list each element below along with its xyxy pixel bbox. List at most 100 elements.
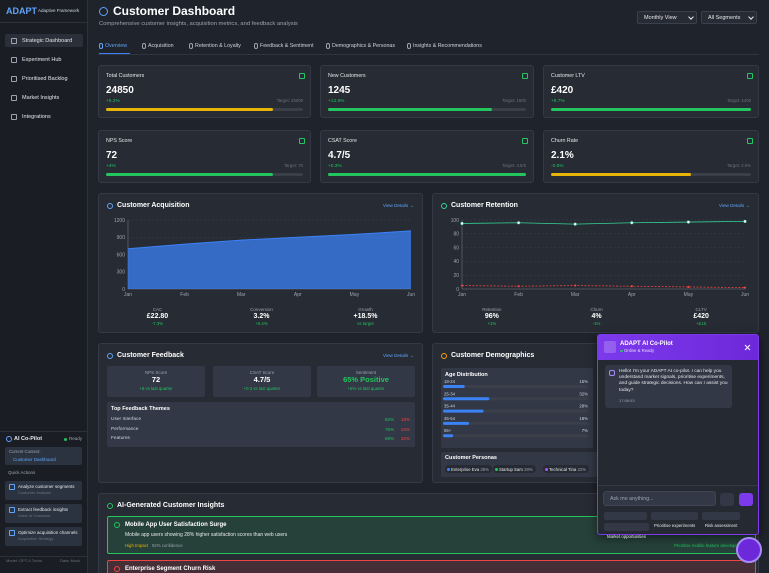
themes-title: Top Feedback Themes (111, 406, 170, 412)
filter-label: Monthly View (644, 15, 677, 21)
tab[interactable]: Insights & Recommendations (407, 41, 485, 53)
close-button[interactable] (744, 344, 751, 351)
icon (107, 353, 113, 359)
persona-name: Technical Tina (549, 466, 577, 472)
stat-change: +1% (487, 321, 497, 326)
status-dot (620, 349, 623, 352)
progress-track (551, 108, 751, 111)
persona-name: Enterprise Eva (451, 466, 480, 472)
nav-label: Experiment Hub (22, 56, 62, 63)
status-dot (64, 437, 67, 441)
icon (407, 43, 411, 49)
progress-track (328, 173, 526, 176)
tab[interactable]: Feedback & Sentiment (254, 41, 332, 53)
theme-negative: 18% (401, 417, 411, 422)
icon (9, 507, 15, 513)
model-info: Model: GPT-4 Turbo (6, 558, 43, 563)
kpi-card: Total Customers 24850 +5.2% Target: 25000 (98, 65, 311, 118)
divider (0, 431, 88, 432)
filter-dropdown[interactable]: Monthly View (637, 11, 697, 24)
insight-title: Mobile App User Satisfaction Surge (125, 522, 227, 528)
score-label: NPS Score (144, 370, 168, 375)
icon (441, 353, 447, 359)
tab[interactable]: Overview (99, 41, 177, 54)
send-button[interactable] (739, 493, 753, 506)
view-details[interactable]: View Details → (382, 203, 414, 208)
personas-title: Customer Personas (445, 455, 497, 461)
kpi-label: Total Customers (106, 73, 145, 79)
action-title: Analyze customer segments (18, 484, 75, 489)
tab[interactable]: Demographics & Personas (326, 41, 404, 53)
progress-bar (106, 173, 274, 176)
action-subtitle: Customer Analysis (18, 490, 52, 495)
message-text: Hello! I'm your ADAPT AI co-pilot. I can… (619, 369, 728, 393)
filter-dropdown[interactable]: All Segments (701, 11, 757, 24)
context-box: Current Context: Customer Dashboard (5, 447, 82, 465)
quick-action[interactable]: Extract feedback insights Voice of Custom… (5, 504, 82, 523)
theme-positive: 68% (385, 436, 395, 441)
assistant-title: ADAPT AI Co-Pilot (620, 341, 673, 347)
nav-label: Market Insights (22, 94, 60, 101)
card-title: Customer Demographics (451, 352, 535, 359)
nav-item[interactable]: Strategic Dashboard (5, 34, 83, 47)
kpi-card: Churn Rate 2.1% -0.5% Target: 2.0% (543, 130, 759, 183)
divider (0, 22, 88, 23)
nav-item[interactable]: Integrations (5, 110, 83, 123)
tab-label: Retention & Loyalty (195, 43, 241, 49)
divider (0, 556, 88, 557)
page-subtitle: Comprehensive customer insights, acquisi… (99, 21, 298, 27)
insight-item[interactable]: Enterprise Segment Churn Risk (107, 560, 756, 573)
score-value: 4.7/5 (253, 375, 271, 384)
assistant-fab[interactable] (736, 537, 762, 563)
tab-label: Overview (105, 43, 128, 49)
tab[interactable]: Acquisition (142, 41, 220, 53)
suggestion-label: Market opportunities (607, 533, 646, 539)
data-info: Data: Mock (60, 558, 81, 563)
suggestion-chip[interactable]: Risk assessment (702, 512, 741, 528)
persona-share: 35% (480, 466, 489, 472)
view-details[interactable]: View Details → (382, 353, 414, 358)
icon (11, 75, 17, 82)
score-change: +8 vs last quarter (139, 386, 173, 391)
persona-chip[interactable]: Enterprise Eva 35% (445, 465, 492, 473)
icon (9, 484, 15, 490)
quick-action[interactable]: Analyze customer segments Customer Analys… (5, 481, 82, 500)
kpi-value: 24850 (106, 85, 134, 96)
icon (11, 37, 17, 44)
score-label: Sentiment (355, 370, 377, 375)
age-title: Age Distribution (445, 372, 488, 378)
score-box: Sentiment 65% Positive +5% vs last quarter (317, 366, 415, 397)
stat-value: 96% (484, 313, 499, 320)
tab-label: Insights & Recommendations (413, 43, 482, 49)
quick-action[interactable]: Optimize acquisition channels Acquisition… (5, 527, 82, 546)
stat-value: £22.80 (146, 313, 169, 320)
kpi-target: Target: 2.0% (726, 163, 751, 168)
progress-bar (106, 108, 274, 111)
theme-negative: 32% (401, 436, 411, 441)
stat-label: Churn (590, 307, 603, 312)
persona-share: 28% (524, 466, 533, 472)
view-details[interactable]: View Details → (718, 203, 750, 208)
icon (6, 436, 12, 442)
persona-chip[interactable]: Startup Sam 28% (493, 465, 536, 473)
progress-bar (328, 173, 526, 176)
mic-button[interactable] (720, 493, 734, 506)
tab[interactable]: Retention & Loyalty (189, 41, 267, 53)
chat-input[interactable]: Ask me anything... (603, 491, 716, 506)
progress-track (106, 173, 303, 176)
nav-item[interactable]: Market Insights (5, 91, 83, 104)
stat: Retention 96% +1% (452, 307, 532, 333)
insight-action[interactable]: Prioritise mobile feature development (674, 543, 745, 548)
stat-change: +£15 (696, 321, 706, 326)
suggestion-chip[interactable]: Market opportunities (604, 523, 649, 539)
persona-chip[interactable]: Technical Tina 22% (543, 465, 590, 473)
action-title: Optimize acquisition channels (18, 530, 78, 535)
suggestion-chip[interactable]: Analyze KPI trends (604, 512, 647, 528)
copilot-title: AI Co-Pilot (14, 436, 43, 442)
nav-item[interactable]: Experiment Hub (5, 53, 83, 66)
nav-item[interactable]: Prioritised Backlog (5, 72, 83, 85)
suggestion-chip[interactable]: Prioritise experiments (651, 512, 699, 528)
stat-value: +18.5% (353, 313, 378, 320)
persona-dot (495, 468, 498, 471)
